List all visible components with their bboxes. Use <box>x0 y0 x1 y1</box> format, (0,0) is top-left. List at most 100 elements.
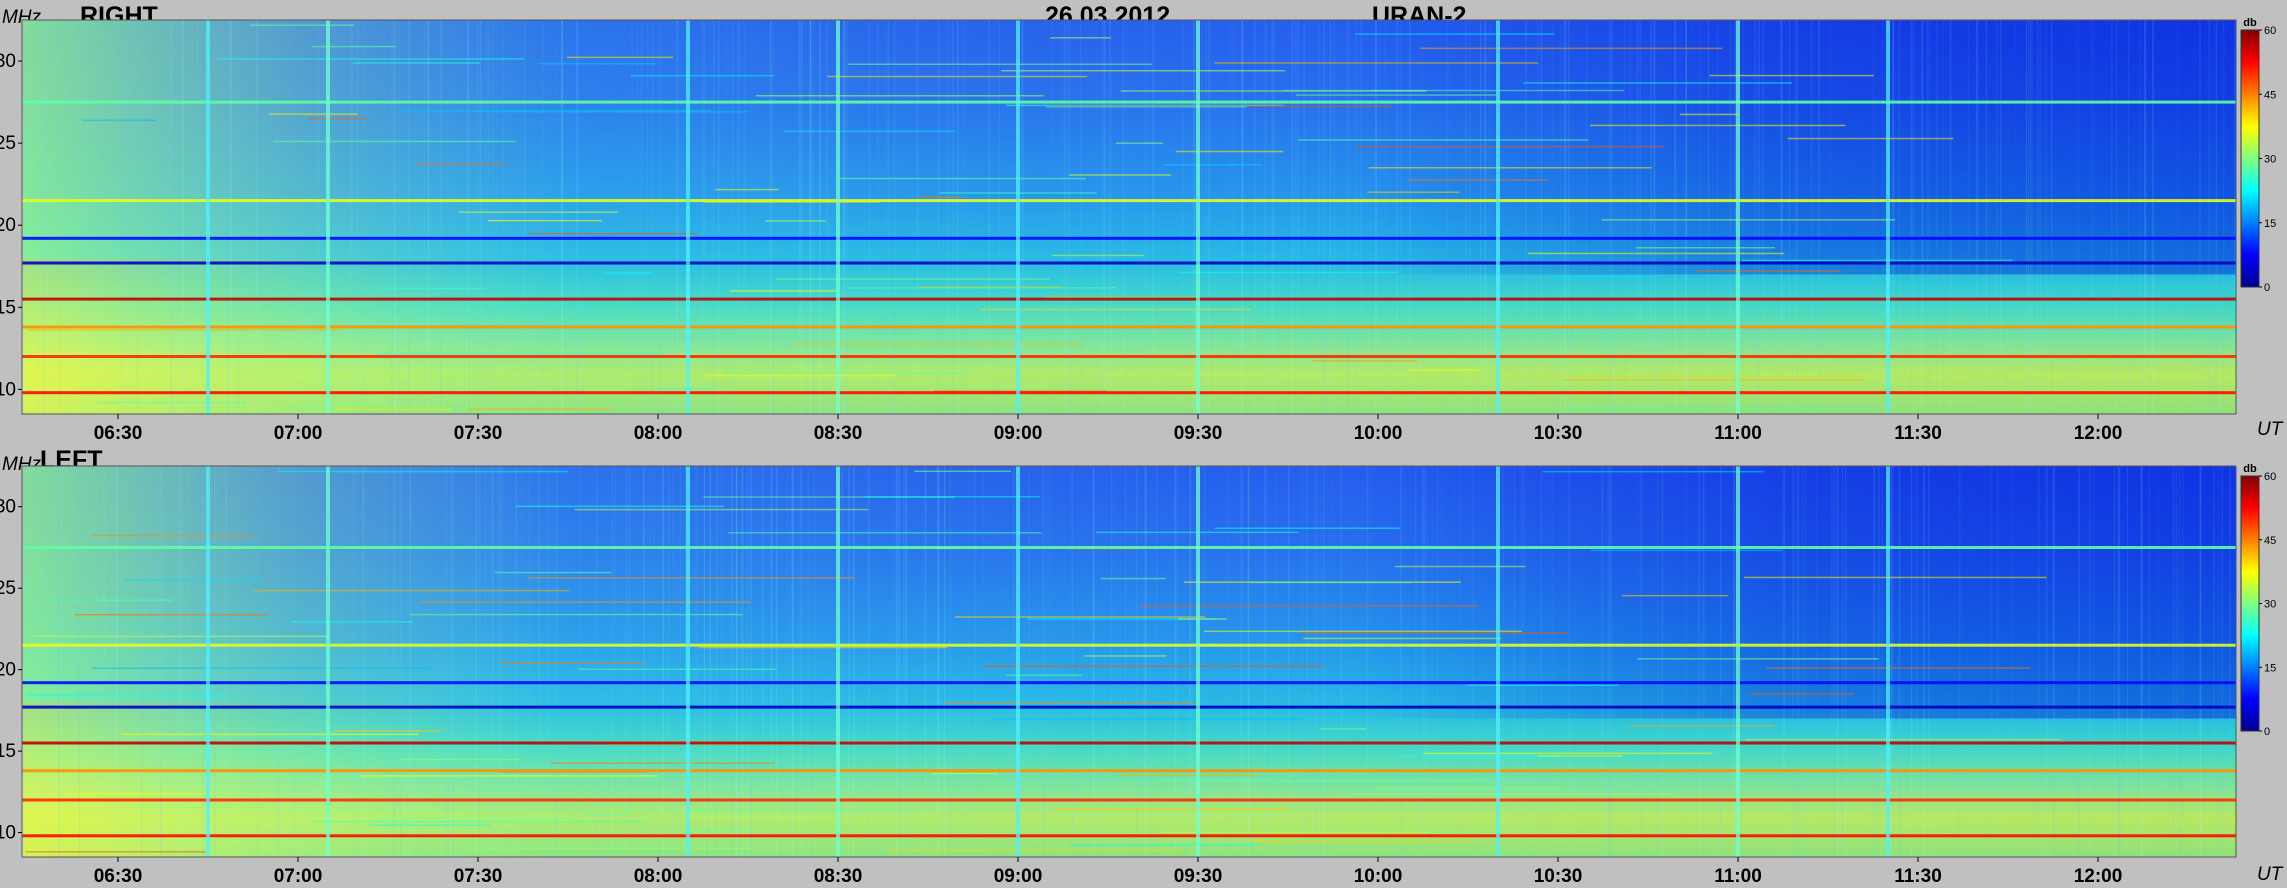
noise-streak <box>1469 20 1471 414</box>
noise-streak <box>770 466 773 857</box>
narrowband-trace <box>1766 667 2030 669</box>
noise-streak <box>998 20 1000 414</box>
noise-streak <box>675 466 677 857</box>
noise-streak <box>1046 466 1047 857</box>
narrowband-trace <box>1001 70 1286 72</box>
noise-streak <box>194 466 195 857</box>
noise-streak <box>1841 466 1843 857</box>
interference-band <box>22 643 2236 647</box>
noise-streak <box>229 20 232 414</box>
noise-streak <box>1240 466 1243 857</box>
noise-streak <box>1211 20 1212 414</box>
noise-streak <box>1323 20 1326 414</box>
narrowband-trace <box>1298 139 1589 141</box>
noise-streak <box>1375 20 1377 414</box>
narrowband-trace <box>1083 655 1167 657</box>
noise-streak <box>385 466 387 857</box>
noise-streak <box>1629 20 1631 414</box>
noise-streak <box>1051 20 1054 414</box>
noise-streak <box>485 466 487 857</box>
narrowband-trace <box>1215 527 1400 529</box>
narrowband-trace <box>401 758 520 761</box>
noise-streak <box>798 20 800 414</box>
noise-streak <box>1804 466 1806 857</box>
noise-streak <box>2218 466 2220 857</box>
noise-streak <box>158 466 159 857</box>
noise-streak <box>1881 466 1883 857</box>
noise-streak <box>1691 20 1693 414</box>
burst <box>1886 20 1890 414</box>
colorbar-tick-label: 30 <box>2264 154 2276 166</box>
narrowband-trace <box>332 730 441 732</box>
noise-streak <box>1502 466 1504 857</box>
colorbar-tick-label: 60 <box>2264 25 2276 37</box>
burst <box>206 20 210 414</box>
narrowband-trace <box>371 817 580 820</box>
noise-streak <box>1549 466 1551 857</box>
narrowband-trace <box>827 75 1087 78</box>
narrowband-trace <box>409 613 743 616</box>
x-axis-ticks: 06:30 07:00 07:30 08:00 08:30 09:00 09:30 10:00… <box>94 857 2122 887</box>
noise-streak <box>2127 466 2129 857</box>
noise-streak <box>2213 466 2215 857</box>
noise-streak <box>58 466 60 857</box>
noise-streak <box>1274 466 1276 857</box>
narrowband-trace <box>865 496 1040 498</box>
narrowband-trace <box>684 829 754 831</box>
spectrogram-plot <box>21 19 2238 415</box>
narrowband-trace <box>847 63 1152 65</box>
narrowband-trace <box>993 718 1303 720</box>
noise-streak <box>1831 466 1833 857</box>
noise-streak <box>1912 20 1915 414</box>
noise-streak <box>23 20 25 414</box>
narrowband-trace <box>567 56 673 59</box>
noise-streak <box>524 20 526 414</box>
noise-streak <box>2053 466 2055 857</box>
noise-streak <box>333 20 335 414</box>
narrowband-trace <box>1163 164 1262 166</box>
noise-streak <box>1437 466 1439 857</box>
burst <box>1736 20 1740 414</box>
noise-streak <box>1910 20 1912 414</box>
x-tick-label: 11:30 <box>1894 866 1942 887</box>
noise-streak <box>1607 466 1609 857</box>
noise-streak <box>1698 466 1701 857</box>
noise-streak <box>1789 20 1790 414</box>
noise-streak <box>1927 20 1929 414</box>
narrowband-trace <box>1177 618 1227 620</box>
noise-streak <box>1898 466 1901 857</box>
narrowband-trace <box>1745 738 2061 741</box>
narrowband-trace <box>917 196 963 198</box>
noise-streak <box>452 466 454 857</box>
noise-streak <box>1465 20 1467 414</box>
noise-streak <box>247 466 249 857</box>
narrowband-trace <box>1408 369 1480 371</box>
noise-streak <box>2039 20 2042 414</box>
noise-streak <box>787 466 789 857</box>
noise-streak <box>2178 466 2181 857</box>
noise-streak <box>256 20 257 414</box>
noise-streak <box>1301 466 1303 857</box>
noise-streak <box>747 466 749 857</box>
narrowband-trace <box>955 616 1205 618</box>
noise-streak <box>2152 20 2154 414</box>
bursts <box>206 466 1890 857</box>
noise-streak <box>363 466 365 857</box>
noise-streak <box>840 466 843 857</box>
noise-streak <box>1569 20 1571 414</box>
noise-streak <box>1289 466 1290 857</box>
narrowband-trace <box>847 287 1116 289</box>
noise-streak <box>1122 20 1125 414</box>
noise-streak <box>1347 20 1350 414</box>
noise-streak <box>2229 466 2231 857</box>
noise-streak <box>1156 466 1158 857</box>
narrowband-trace <box>1295 94 1498 96</box>
noise-streak <box>1042 466 1045 857</box>
x-tick-label: 12:00 <box>2074 423 2123 444</box>
noise-streak <box>1421 20 1424 414</box>
narrowband-trace <box>1117 774 1255 776</box>
noise-streak <box>1109 20 1111 414</box>
narrowband-trace <box>1537 755 1623 757</box>
noise-streak <box>916 20 919 414</box>
noise-streak <box>409 466 412 857</box>
